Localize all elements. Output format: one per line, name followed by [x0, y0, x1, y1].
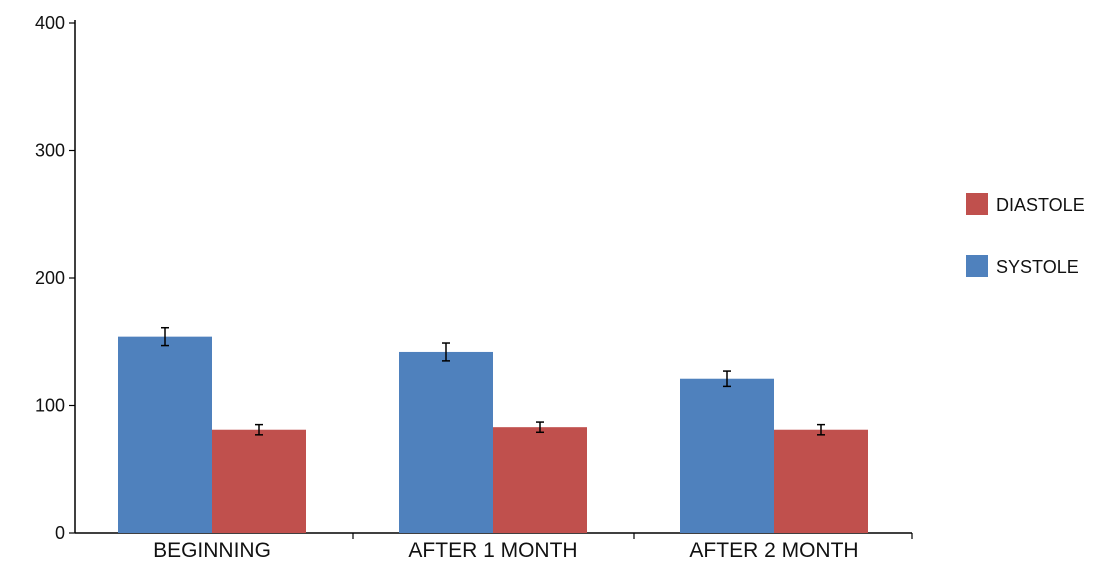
bars-layer — [118, 336, 868, 533]
error-bar-diastole-2 — [536, 421, 544, 434]
error-bar-systole-2 — [442, 342, 450, 362]
bar-systole-2 — [399, 351, 493, 533]
bar-systole-3 — [680, 378, 774, 533]
error-bar-systole-3 — [723, 370, 731, 388]
error-bar-diastole-1 — [255, 423, 263, 436]
legend-item-diastole: DIASTOLE — [966, 193, 1085, 215]
x-tick-label: BEGINNING — [153, 539, 271, 560]
legend: DIASTOLE SYSTOLE — [966, 193, 1085, 277]
y-tick-label: 200 — [35, 268, 65, 288]
y-tick-label: 300 — [35, 141, 65, 161]
axes-layer: 0 100 200 300 400 BEGINNING AFTER 1 MONTH AFTER… — [35, 13, 913, 562]
legend-label: DIASTOLE — [996, 195, 1085, 215]
x-tick-label: AFTER 2 MONTH — [689, 539, 858, 560]
x-tick-label: AFTER 1 MONTH — [408, 539, 577, 560]
legend-label: SYSTOLE — [996, 257, 1079, 277]
bar-diastole-2 — [493, 427, 587, 533]
errorbars-layer — [161, 326, 825, 436]
legend-swatch — [966, 193, 988, 215]
legend-swatch — [966, 255, 988, 277]
legend-item-systole: SYSTOLE — [966, 255, 1079, 277]
error-bar-diastole-3 — [817, 423, 825, 436]
bar-diastole-1 — [212, 429, 306, 533]
bar-systole-1 — [118, 336, 212, 533]
y-tick-label: 0 — [55, 523, 65, 543]
bar-diastole-3 — [774, 429, 868, 533]
y-tick-label: 400 — [35, 13, 65, 33]
y-tick-label: 100 — [35, 396, 65, 416]
error-bar-systole-1 — [161, 326, 169, 347]
